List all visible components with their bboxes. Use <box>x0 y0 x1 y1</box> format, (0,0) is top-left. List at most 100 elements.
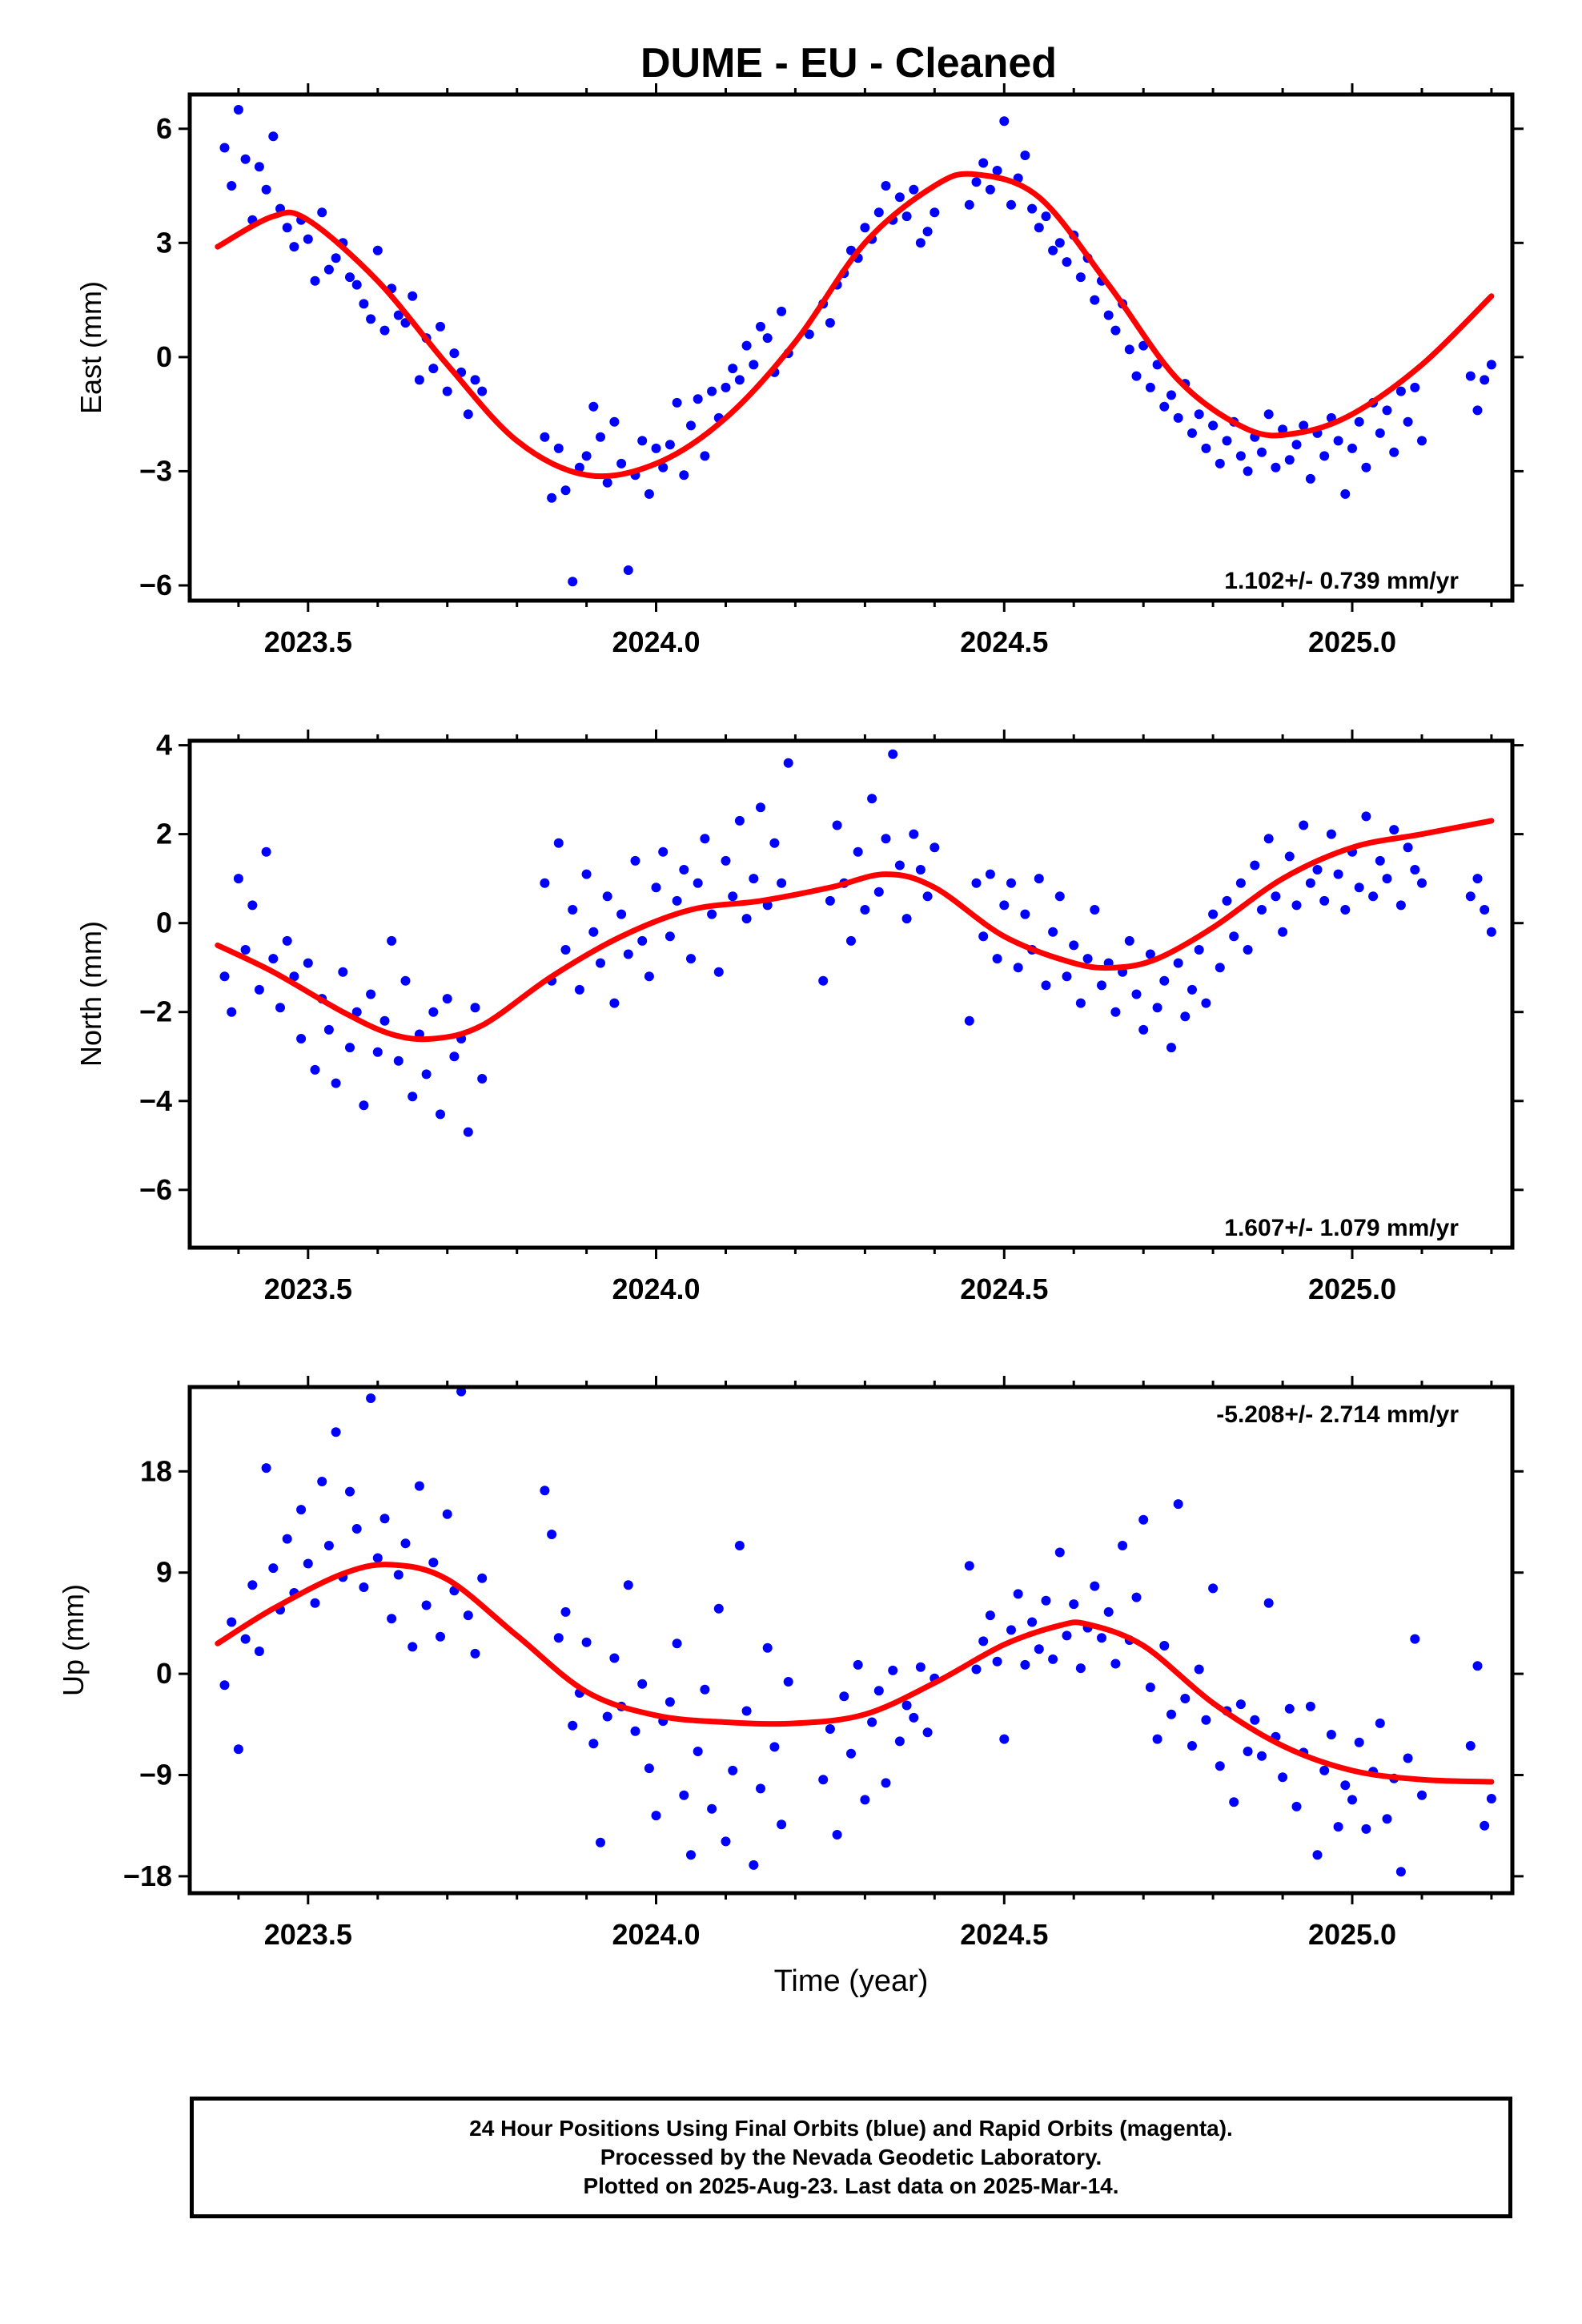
up-point <box>1250 1715 1260 1725</box>
north-point <box>644 971 654 982</box>
north-point <box>1354 883 1364 893</box>
north-point <box>825 895 835 906</box>
north-point <box>672 895 682 906</box>
up-point <box>1382 1814 1392 1824</box>
up-point <box>1034 1644 1044 1655</box>
up-point <box>1278 1772 1288 1783</box>
east-point <box>1194 409 1204 420</box>
east-point <box>985 184 995 195</box>
up-point <box>366 1393 376 1403</box>
east-point <box>261 184 271 195</box>
up-point <box>665 1697 675 1707</box>
east-point <box>1389 447 1399 457</box>
north-point <box>227 1007 237 1017</box>
up-point <box>1187 1741 1197 1751</box>
up-point <box>888 1665 898 1675</box>
east-point <box>1034 223 1044 233</box>
east-point <box>1465 371 1476 381</box>
north-y-tick-label: −6 <box>139 1173 172 1206</box>
north-point <box>700 834 710 844</box>
east-point <box>707 386 717 396</box>
up-point <box>1417 1790 1427 1800</box>
north-point <box>421 1069 432 1080</box>
east-point <box>623 565 633 575</box>
east-point <box>442 386 452 396</box>
up-data-layer <box>215 1387 1496 1877</box>
north-point <box>971 878 982 888</box>
north-point <box>1062 971 1072 982</box>
north-point <box>1020 909 1030 919</box>
north-point <box>400 975 411 986</box>
north-panel: 2023.5 2024.0 2024.5 2025.0 −6 −4 −2 0 2 4 North … <box>74 729 1524 1305</box>
east-point <box>436 321 445 332</box>
east-x-tick-label: 2025.0 <box>1308 625 1396 658</box>
north-point <box>296 1034 307 1043</box>
up-point <box>777 1819 787 1830</box>
up-point <box>1257 1751 1267 1761</box>
east-point <box>922 227 933 237</box>
north-point <box>873 887 884 897</box>
up-x-tick-label: 2023.5 <box>264 1918 352 1951</box>
north-point <box>581 869 592 879</box>
east-point <box>233 105 243 115</box>
east-point <box>540 432 550 442</box>
north-point <box>275 1003 285 1013</box>
east-point <box>1131 371 1142 381</box>
east-point <box>574 462 584 472</box>
up-point <box>588 1739 599 1749</box>
east-point <box>428 364 439 374</box>
up-point <box>1229 1797 1239 1807</box>
east-point <box>971 177 982 187</box>
up-point <box>1340 1780 1351 1791</box>
caption-line-3: Plotted on 2025-Aug-23. Last data on 202… <box>583 2173 1119 2198</box>
up-point <box>463 1610 473 1621</box>
up-point <box>470 1648 480 1659</box>
east-point <box>1110 325 1121 336</box>
north-point <box>560 945 571 955</box>
east-x-tick-label: 2024.5 <box>960 625 1048 658</box>
east-point <box>749 360 759 370</box>
north-point <box>630 855 640 866</box>
up-point <box>436 1631 445 1642</box>
up-point <box>1131 1592 1142 1602</box>
north-point <box>651 883 661 893</box>
up-point <box>560 1606 571 1617</box>
north-point <box>247 900 258 911</box>
north-point <box>741 914 752 924</box>
up-point <box>1361 1823 1371 1834</box>
east-point <box>1027 203 1038 214</box>
up-point <box>219 1680 230 1691</box>
up-point <box>1103 1606 1114 1617</box>
north-point <box>901 914 912 924</box>
east-point <box>1138 340 1149 351</box>
up-point <box>721 1836 731 1847</box>
north-point <box>1410 865 1420 875</box>
east-point <box>762 333 773 344</box>
up-point <box>428 1558 439 1568</box>
east-y-tick-label: −3 <box>139 454 172 487</box>
north-point <box>888 749 898 759</box>
east-point <box>1041 211 1051 222</box>
east-point <box>894 192 905 203</box>
up-point <box>1403 1753 1413 1763</box>
east-point <box>1054 238 1065 248</box>
up-point <box>331 1427 341 1437</box>
east-point <box>1305 473 1315 484</box>
north-point <box>282 935 292 946</box>
north-point <box>734 815 745 826</box>
north-point <box>1090 905 1100 915</box>
north-point <box>428 1007 439 1017</box>
north-point <box>1278 927 1288 937</box>
up-point <box>1145 1683 1155 1692</box>
east-point <box>596 432 605 442</box>
east-point <box>1187 428 1197 438</box>
east-point <box>1166 390 1176 400</box>
east-model-line <box>215 171 1495 480</box>
east-point <box>700 451 710 461</box>
up-y-tick-label: 0 <box>156 1657 172 1690</box>
north-point <box>1465 891 1476 902</box>
east-point <box>1382 405 1392 416</box>
up-point <box>999 1734 1010 1744</box>
up-point <box>769 1742 780 1752</box>
